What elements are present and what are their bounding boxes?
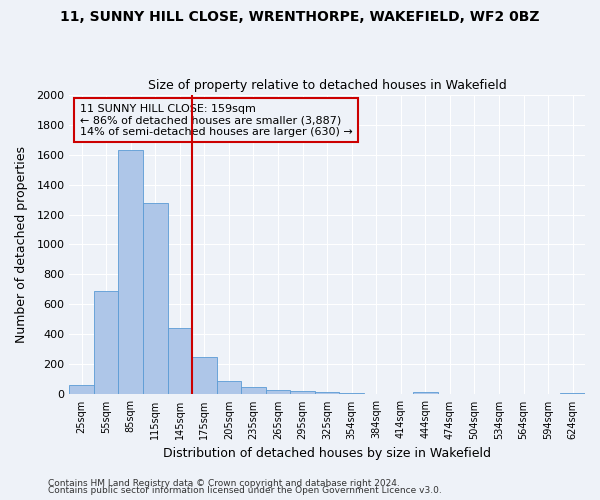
- Text: 11, SUNNY HILL CLOSE, WRENTHORPE, WAKEFIELD, WF2 0BZ: 11, SUNNY HILL CLOSE, WRENTHORPE, WAKEFI…: [60, 10, 540, 24]
- Text: Contains public sector information licensed under the Open Government Licence v3: Contains public sector information licen…: [48, 486, 442, 495]
- X-axis label: Distribution of detached houses by size in Wakefield: Distribution of detached houses by size …: [163, 447, 491, 460]
- Bar: [192, 356, 217, 395]
- Title: Size of property relative to detached houses in Wakefield: Size of property relative to detached ho…: [148, 79, 506, 92]
- Bar: [217, 381, 241, 394]
- Bar: [290, 392, 315, 394]
- Bar: [413, 392, 437, 394]
- Bar: [340, 393, 364, 394]
- Bar: [118, 150, 143, 394]
- Y-axis label: Number of detached properties: Number of detached properties: [15, 146, 28, 343]
- Bar: [143, 202, 167, 394]
- Bar: [315, 392, 340, 394]
- Text: 11 SUNNY HILL CLOSE: 159sqm
← 86% of detached houses are smaller (3,887)
14% of : 11 SUNNY HILL CLOSE: 159sqm ← 86% of det…: [80, 104, 352, 137]
- Bar: [560, 393, 585, 394]
- Bar: [70, 384, 94, 394]
- Bar: [266, 390, 290, 394]
- Bar: [167, 328, 192, 394]
- Bar: [94, 291, 118, 395]
- Bar: [241, 386, 266, 394]
- Text: Contains HM Land Registry data © Crown copyright and database right 2024.: Contains HM Land Registry data © Crown c…: [48, 478, 400, 488]
